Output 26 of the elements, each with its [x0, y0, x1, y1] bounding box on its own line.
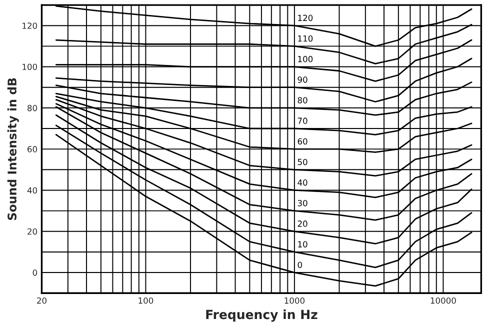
- y-tick-label: 100: [22, 64, 38, 70]
- series-label: 90: [298, 76, 308, 83]
- series-label: 80: [298, 97, 308, 104]
- series-label: 60: [298, 138, 308, 145]
- x-tick-label: 20: [37, 297, 46, 304]
- series-label: 10: [298, 241, 308, 248]
- series-label: 70: [298, 118, 308, 124]
- series-label: 100: [298, 56, 313, 62]
- y-tick-label: 20: [28, 228, 38, 235]
- series-label: 20: [298, 220, 308, 227]
- x-axis-title: Frequency in Hz: [206, 310, 318, 322]
- y-tick-label: 80: [28, 104, 38, 112]
- y-tick-label: 0: [32, 270, 38, 276]
- series-label: 40: [298, 179, 308, 186]
- y-axis-title: Sound Intensity in dB: [7, 78, 19, 220]
- series-label: 30: [298, 200, 308, 206]
- x-tick-label: 100: [138, 297, 154, 304]
- series-label: 110: [298, 35, 313, 42]
- series-label: 120: [298, 14, 313, 22]
- series-label: 50: [298, 158, 308, 166]
- series-label: 0: [298, 262, 302, 268]
- x-tick-label: 10000: [430, 297, 456, 304]
- y-tick-label: 60: [28, 146, 38, 152]
- x-tick-label: 1000: [284, 297, 305, 304]
- y-tick-label: 40: [27, 187, 38, 194]
- y-tick-label: 120: [22, 22, 38, 29]
